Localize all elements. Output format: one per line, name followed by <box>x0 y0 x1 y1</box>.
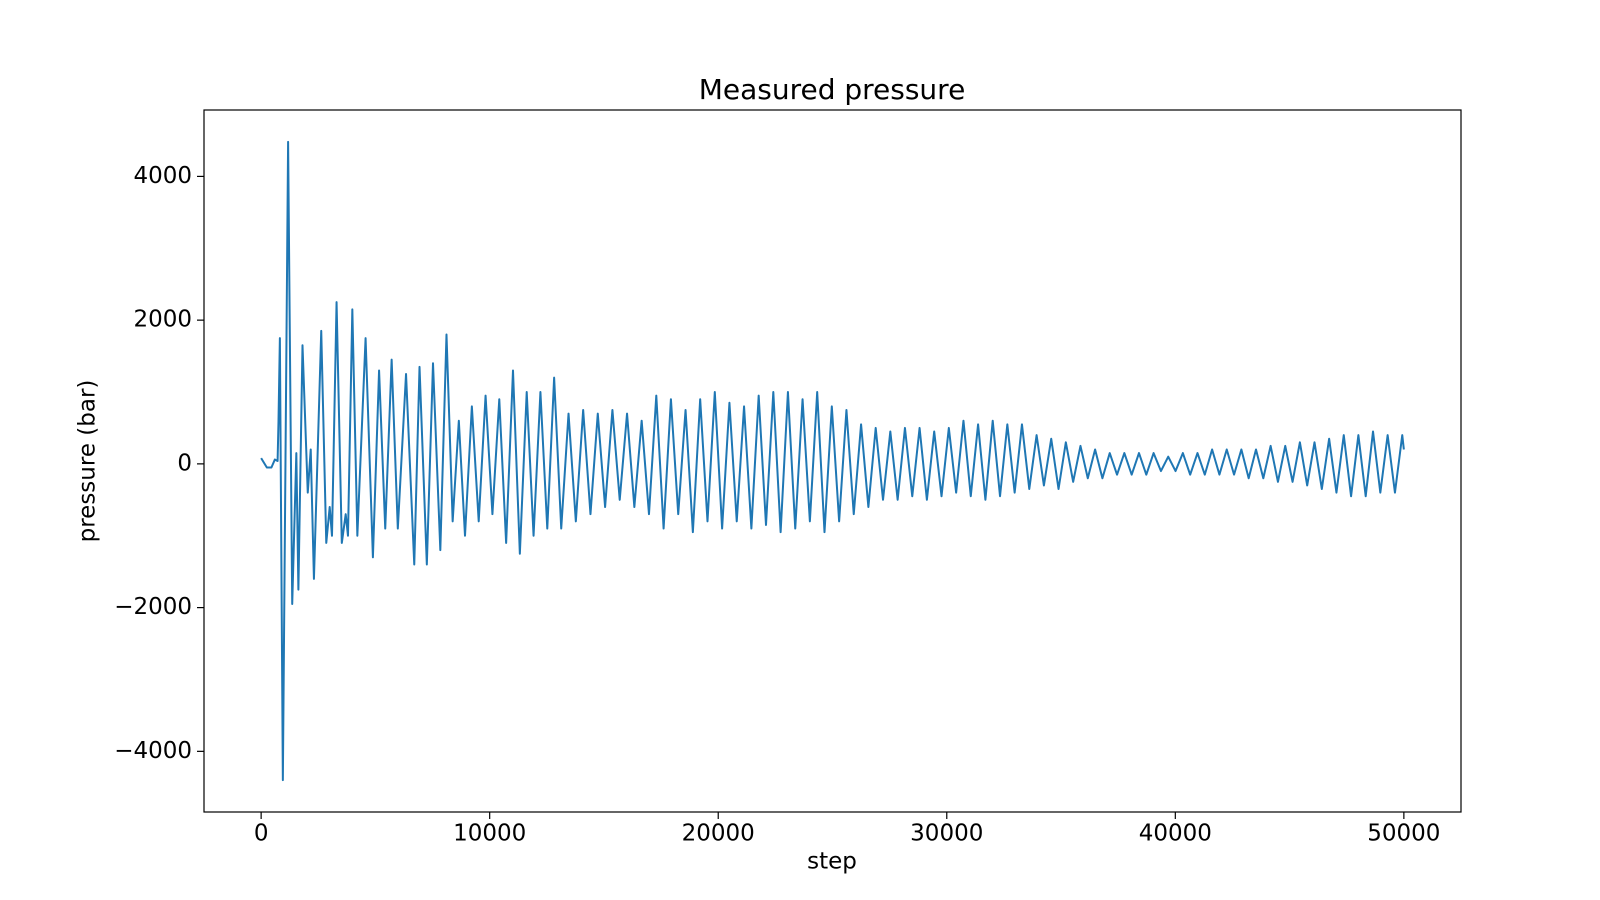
y-tick-label: 2000 <box>133 307 192 333</box>
y-tick-label: −4000 <box>114 738 192 764</box>
data-line <box>260 140 1405 782</box>
plot-frame <box>203 109 1462 813</box>
x-tick-label: 30000 <box>910 821 983 847</box>
y-axis-label: pressure (bar) <box>75 380 101 543</box>
chart-title: Measured pressure <box>699 73 966 106</box>
y-tick-label: −2000 <box>114 594 192 620</box>
y-tick-label: 0 <box>177 450 192 476</box>
x-tick-label: 0 <box>254 821 269 847</box>
x-tick-label: 10000 <box>453 821 526 847</box>
x-tick-label: 20000 <box>682 821 755 847</box>
x-axis-label: step <box>807 849 857 875</box>
x-tick-label: 50000 <box>1367 821 1440 847</box>
y-tick-label: 4000 <box>133 163 192 189</box>
x-tick-label: 40000 <box>1139 821 1212 847</box>
